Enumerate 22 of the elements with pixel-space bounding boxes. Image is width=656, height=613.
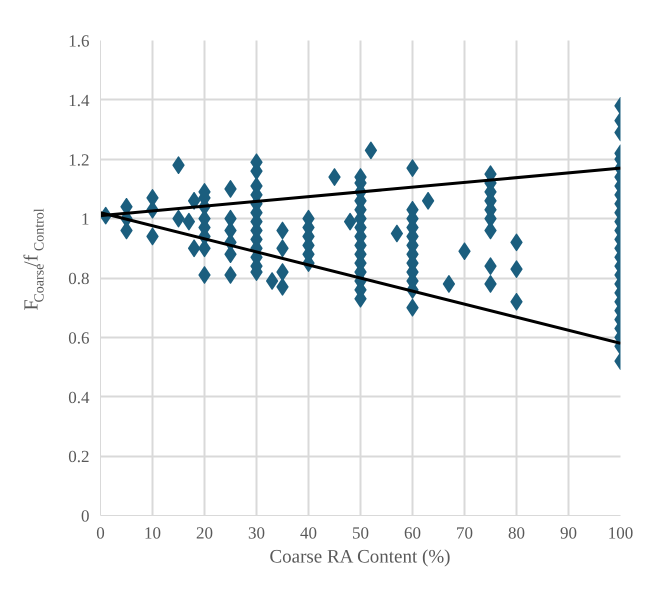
y-tick-label: 0.4 (68, 388, 90, 407)
x-tick-label: 80 (508, 524, 525, 542)
y-tick-label: 0.2 (68, 447, 90, 466)
y-tick-label: 1.2 (68, 150, 90, 170)
x-tick-label: 10 (144, 524, 161, 542)
y-tick-label: 1.4 (68, 90, 90, 110)
x-tick-label: 40 (300, 524, 317, 542)
y-axis-title: FCoarse/fControl (20, 208, 48, 310)
x-tick-label: 90 (560, 524, 577, 542)
x-tick-label: 0 (96, 524, 105, 542)
y-tick-label: 1.6 (68, 32, 90, 50)
x-tick-label: 30 (248, 524, 265, 542)
y-tick-label: 1 (81, 210, 90, 229)
x-axis-title: Coarse RA Content (%) (269, 546, 450, 568)
x-tick-label: 50 (352, 524, 369, 542)
x-tick-label: 20 (196, 524, 213, 542)
y-tick-label: 0.8 (68, 269, 90, 288)
y-tick-label: 0.6 (68, 328, 90, 348)
y-tick-label: 0 (81, 506, 90, 526)
x-tick-label: 60 (404, 524, 421, 542)
x-tick-label: 70 (456, 524, 473, 542)
x-tick-label: 100 (608, 524, 634, 542)
